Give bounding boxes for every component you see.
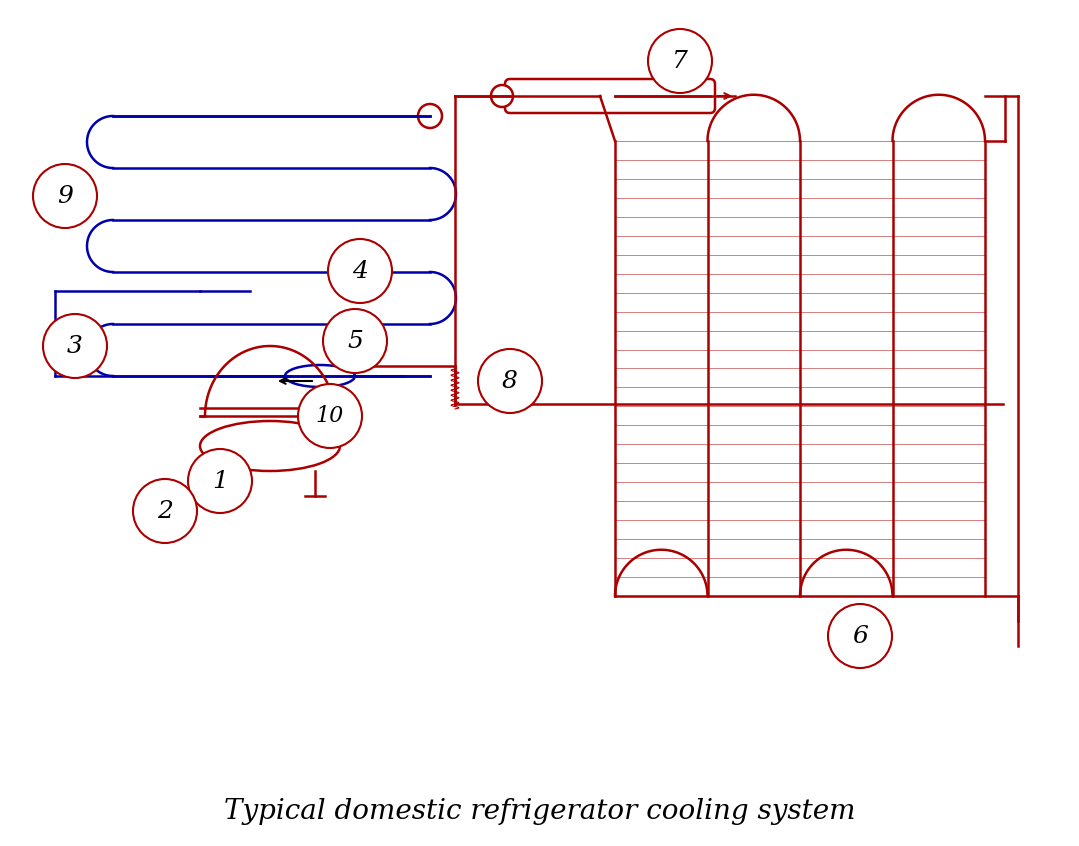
FancyBboxPatch shape (505, 79, 715, 113)
Circle shape (188, 449, 252, 513)
Text: 10: 10 (316, 405, 344, 427)
Ellipse shape (285, 365, 355, 387)
Circle shape (43, 314, 107, 378)
Text: 8: 8 (502, 370, 518, 393)
Circle shape (478, 349, 542, 413)
Text: 7: 7 (672, 50, 688, 73)
Circle shape (33, 164, 97, 228)
Text: 6: 6 (852, 624, 868, 647)
Circle shape (323, 309, 387, 373)
Circle shape (828, 604, 892, 668)
Text: Typical domestic refrigerator cooling system: Typical domestic refrigerator cooling sy… (224, 798, 856, 825)
Circle shape (648, 29, 712, 93)
Circle shape (298, 384, 361, 448)
Text: 5: 5 (347, 329, 363, 353)
Text: 3: 3 (67, 334, 83, 358)
Ellipse shape (200, 421, 340, 471)
Text: 1: 1 (213, 470, 228, 492)
Text: 2: 2 (158, 499, 173, 523)
Ellipse shape (491, 85, 513, 107)
Circle shape (133, 479, 197, 543)
Text: 4: 4 (352, 260, 368, 283)
Text: 9: 9 (57, 184, 73, 207)
Circle shape (328, 239, 392, 303)
